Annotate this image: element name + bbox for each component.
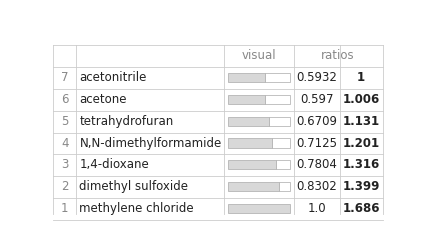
Text: dimethyl sulfoxide: dimethyl sulfoxide [79, 180, 188, 193]
Text: 4: 4 [61, 137, 68, 150]
Text: N,N-dimethylformamide: N,N-dimethylformamide [79, 137, 222, 150]
Text: 0.597: 0.597 [300, 93, 333, 106]
Text: 5: 5 [61, 115, 68, 128]
Text: tetrahydrofuran: tetrahydrofuran [79, 115, 174, 128]
Bar [228, 204, 289, 213]
Text: 6: 6 [61, 93, 68, 106]
Bar [228, 95, 265, 104]
Text: 0.8302: 0.8302 [296, 180, 337, 193]
Bar [228, 73, 265, 82]
Text: 1.0: 1.0 [307, 202, 326, 215]
Text: methylene chloride: methylene chloride [79, 202, 194, 215]
Bar [228, 160, 276, 169]
Text: 3: 3 [61, 158, 68, 171]
Bar [276, 160, 289, 169]
Bar [228, 182, 279, 191]
Text: ratios: ratios [321, 49, 355, 62]
Text: 1.006: 1.006 [343, 93, 380, 106]
Text: 1.201: 1.201 [343, 137, 380, 150]
Bar [265, 73, 289, 82]
Text: 1.316: 1.316 [343, 158, 380, 171]
Text: 2: 2 [61, 180, 68, 193]
Text: 7: 7 [61, 71, 68, 84]
Text: 1.131: 1.131 [343, 115, 380, 128]
Bar [265, 95, 289, 104]
Text: 0.7125: 0.7125 [296, 137, 337, 150]
Text: 0.7804: 0.7804 [296, 158, 337, 171]
Bar [272, 138, 289, 148]
Text: 0.5932: 0.5932 [296, 71, 337, 84]
Text: 1.686: 1.686 [343, 202, 380, 215]
Text: acetone: acetone [79, 93, 127, 106]
Bar [228, 138, 272, 148]
Bar [228, 117, 269, 126]
Text: 1: 1 [61, 202, 68, 215]
Text: 1: 1 [357, 71, 365, 84]
Bar [279, 182, 289, 191]
Text: 1,4-dioxane: 1,4-dioxane [79, 158, 149, 171]
Text: 0.6709: 0.6709 [296, 115, 337, 128]
Text: visual: visual [242, 49, 276, 62]
Bar [269, 117, 289, 126]
Text: acetonitrile: acetonitrile [79, 71, 147, 84]
Text: 1.399: 1.399 [343, 180, 380, 193]
